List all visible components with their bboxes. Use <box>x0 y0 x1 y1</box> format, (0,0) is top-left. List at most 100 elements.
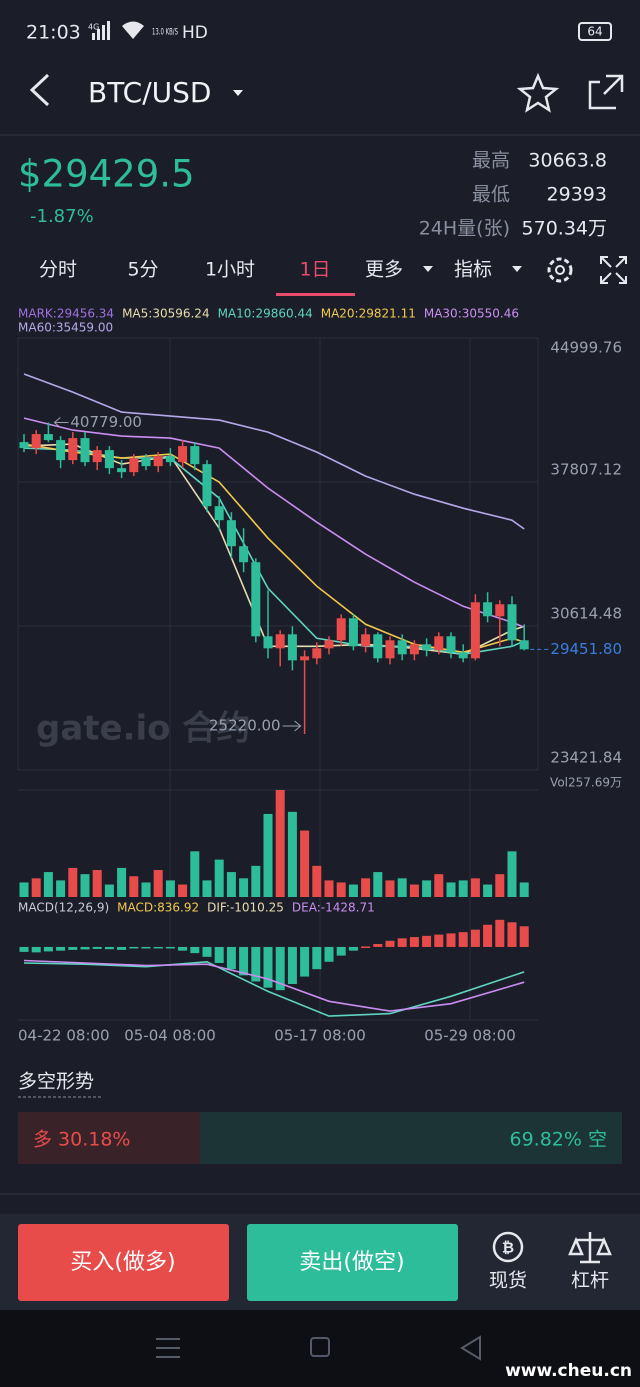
candle-body <box>434 636 444 651</box>
macd-bar <box>397 938 407 947</box>
candle-body <box>361 634 371 647</box>
sell-button[interactable] <box>247 1224 458 1301</box>
candle-body <box>263 636 273 649</box>
volume-label: 24H量(张) <box>419 218 510 240</box>
candle-body <box>397 640 407 655</box>
volume-bar <box>117 867 127 897</box>
volume-legend: Vol257.69万 <box>550 776 622 790</box>
spot-icon <box>492 1231 524 1263</box>
macd-bar <box>385 940 395 947</box>
nav-menu[interactable] <box>156 1338 180 1358</box>
long-label: 多 30.18% <box>33 1129 131 1151</box>
macd-bar <box>434 934 444 947</box>
pair-dropdown[interactable] <box>233 90 243 96</box>
margin-icon <box>568 1232 612 1264</box>
macd-bar <box>470 929 480 947</box>
y-tick-label: 37807.12 <box>550 461 622 479</box>
macd-bar <box>190 946 200 954</box>
candle-body <box>68 438 78 461</box>
x-tick-label: 05-04 08:00 <box>124 1027 216 1045</box>
volume-bar <box>470 878 480 897</box>
macd-bar <box>19 946 29 952</box>
nav-home[interactable] <box>310 1337 330 1357</box>
price-change: -1.87% <box>30 206 94 227</box>
macd-bar <box>348 946 358 951</box>
candle-body <box>519 640 529 650</box>
macd-bar <box>68 946 78 950</box>
volume-bar <box>43 872 53 897</box>
dea-line <box>23 959 525 1012</box>
macd-bar <box>43 946 53 952</box>
margin-button[interactable]: 杠杆 <box>571 1270 609 1292</box>
nav-back[interactable] <box>460 1335 481 1361</box>
macd-bar <box>519 926 529 947</box>
tab[interactable]: 指标 <box>454 259 492 281</box>
candle-body <box>153 456 163 467</box>
volume-bar <box>19 882 29 897</box>
macd-bar <box>104 946 114 950</box>
sell-label: 卖出(做空) <box>299 1250 404 1275</box>
candle-body <box>165 456 175 463</box>
volume-bar <box>31 878 41 897</box>
tab[interactable]: 5分 <box>127 259 158 281</box>
legend-entry: MA20:29821.11 <box>321 307 416 321</box>
back-button[interactable] <box>29 73 50 107</box>
candle-body <box>117 468 127 473</box>
volume-bar <box>458 880 468 897</box>
macd-bar <box>141 946 151 949</box>
candle-body <box>80 438 90 463</box>
status-network: 4G <box>88 23 99 32</box>
candle-body <box>373 634 383 659</box>
macd-bar <box>80 946 90 950</box>
nav-bar <box>0 1310 640 1387</box>
signal-icon <box>92 21 110 40</box>
macd-bar <box>165 946 175 949</box>
tab[interactable]: 1小时 <box>205 259 255 281</box>
candle-body <box>385 640 395 659</box>
tab-active[interactable]: 1日 <box>299 259 330 281</box>
max-label: 40779.00 <box>70 413 142 431</box>
macd-bar <box>117 946 127 950</box>
battery-level: 64 <box>587 25 602 39</box>
buy-button[interactable] <box>18 1224 229 1301</box>
macd-legend: MACD(12,26,9) <box>18 901 109 915</box>
candle-body <box>141 458 151 467</box>
favorite-button[interactable] <box>516 72 560 113</box>
macd-bar <box>56 946 66 951</box>
dropdown-icon <box>423 266 433 272</box>
candle-body <box>214 506 224 521</box>
volume-bar <box>324 880 334 897</box>
volume-bar <box>239 878 249 897</box>
divider <box>0 1193 640 1195</box>
volume-bar <box>129 876 139 897</box>
macd-bar <box>275 946 285 991</box>
macd-bar <box>324 946 334 962</box>
volume-bar <box>519 882 529 897</box>
share-button[interactable] <box>588 74 624 110</box>
fullscreen-button[interactable] <box>600 256 627 284</box>
macd-bar <box>422 935 432 947</box>
candle-body <box>422 644 432 651</box>
volume-bar <box>190 851 200 897</box>
macd-bar <box>300 946 310 977</box>
pair-title[interactable]: BTC/USD <box>88 76 211 109</box>
candle-body <box>446 636 456 653</box>
tab[interactable]: 更多 <box>365 259 403 281</box>
x-tick-label: 04-22 08:00 <box>18 1027 110 1045</box>
macd-bar <box>92 946 102 949</box>
macd-bar <box>129 946 139 949</box>
macd-legend: DEA:-1428.71 <box>292 901 375 915</box>
volume-bar <box>300 830 310 897</box>
macd-bar <box>178 946 188 951</box>
volume-bar <box>104 884 114 897</box>
macd-bar <box>373 943 383 947</box>
tab[interactable]: 分时 <box>39 259 77 281</box>
low-label: 最低 <box>472 184 510 206</box>
settings-button[interactable] <box>547 257 573 283</box>
dropdown-icon <box>512 266 522 272</box>
settings-icon-core <box>555 265 565 275</box>
macd-bar <box>446 933 456 947</box>
spot-button[interactable]: 现货 <box>489 1270 527 1292</box>
candle-body <box>312 648 322 659</box>
candle-body <box>56 440 66 461</box>
